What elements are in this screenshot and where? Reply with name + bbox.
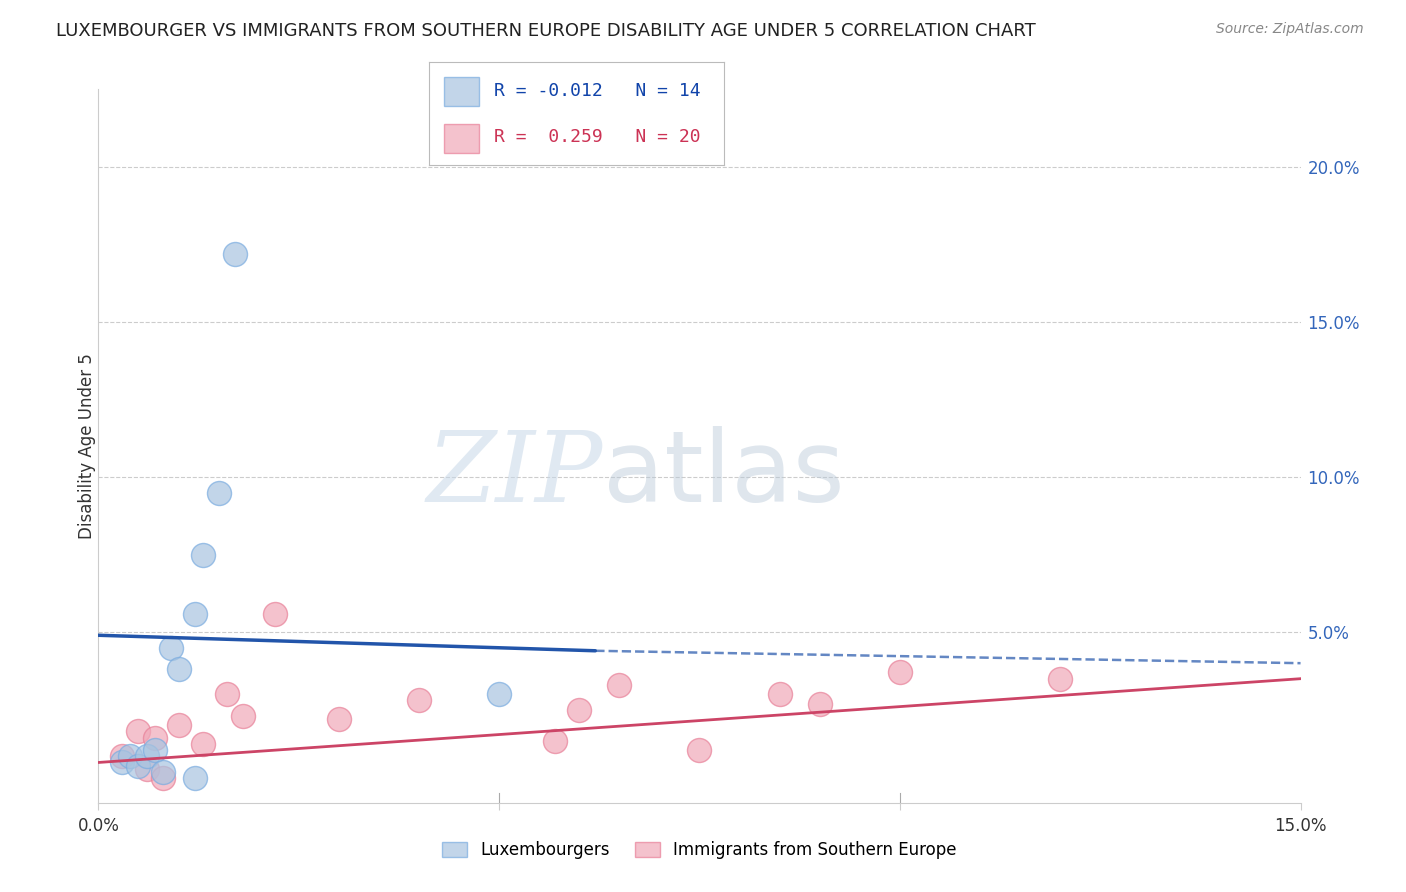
Point <box>167 718 190 732</box>
Point <box>232 709 254 723</box>
Point <box>689 743 711 757</box>
Point <box>183 771 205 785</box>
Text: atlas: atlas <box>603 426 845 523</box>
Legend: Luxembourgers, Immigrants from Southern Europe: Luxembourgers, Immigrants from Southern … <box>436 835 963 866</box>
Point <box>889 665 911 680</box>
Point <box>111 749 134 764</box>
Point <box>135 749 157 764</box>
Bar <box>444 77 479 105</box>
Point <box>808 697 831 711</box>
Point <box>609 678 631 692</box>
Point <box>143 743 166 757</box>
Point <box>328 712 350 726</box>
Point <box>191 548 214 562</box>
Text: ZIP: ZIP <box>427 427 603 522</box>
Point <box>159 640 181 655</box>
Point <box>120 749 142 764</box>
Point <box>143 731 166 745</box>
Point <box>215 687 238 701</box>
Point <box>111 756 134 770</box>
Y-axis label: Disability Age Under 5: Disability Age Under 5 <box>79 353 96 539</box>
Point <box>152 771 174 785</box>
Point <box>769 687 792 701</box>
Point <box>488 687 510 701</box>
Point <box>208 485 231 500</box>
Point <box>135 762 157 776</box>
Point <box>167 662 190 676</box>
Point <box>128 724 150 739</box>
Point <box>544 733 567 747</box>
Text: Source: ZipAtlas.com: Source: ZipAtlas.com <box>1216 22 1364 37</box>
Point <box>408 693 430 707</box>
Point <box>224 246 246 260</box>
Point <box>568 703 591 717</box>
Point <box>263 607 285 621</box>
Text: R = -0.012   N = 14: R = -0.012 N = 14 <box>494 82 700 100</box>
Text: R =  0.259   N = 20: R = 0.259 N = 20 <box>494 128 700 146</box>
Bar <box>444 124 479 153</box>
Point <box>128 758 150 772</box>
Point <box>1049 672 1071 686</box>
Point <box>191 737 214 751</box>
Point <box>183 607 205 621</box>
Text: LUXEMBOURGER VS IMMIGRANTS FROM SOUTHERN EUROPE DISABILITY AGE UNDER 5 CORRELATI: LUXEMBOURGER VS IMMIGRANTS FROM SOUTHERN… <box>56 22 1036 40</box>
Point <box>152 764 174 779</box>
